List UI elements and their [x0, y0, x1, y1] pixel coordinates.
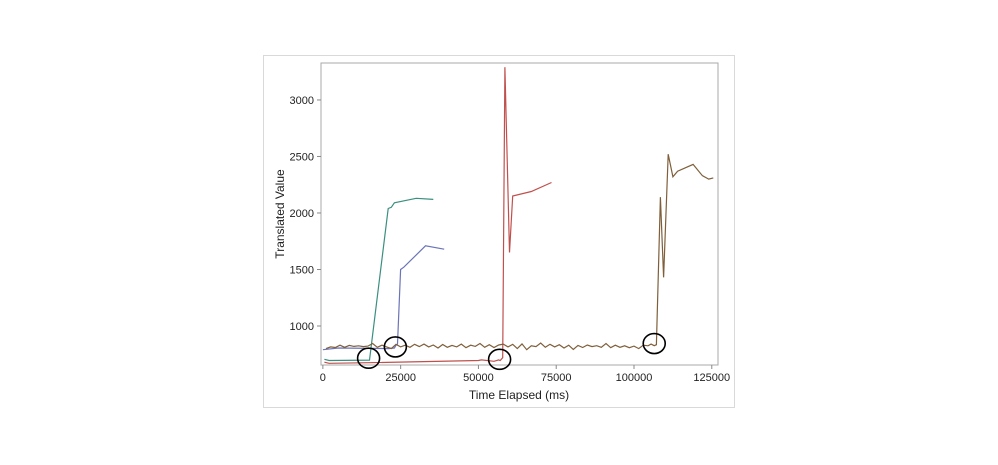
series-line-3	[324, 67, 552, 364]
chart-frame	[263, 55, 735, 408]
x-tick-label: 125000	[693, 372, 730, 384]
series-line-1	[324, 197, 434, 362]
annotation-circle-1	[356, 347, 381, 370]
x-tick-label: 25000	[385, 372, 416, 384]
series-line-2	[322, 245, 445, 351]
annotation-circle-3	[487, 348, 512, 371]
y-tick-label: 2500	[290, 151, 314, 163]
y-tick-label: 3000	[290, 95, 314, 107]
x-tick-label: 50000	[463, 372, 494, 384]
series-line-4	[325, 154, 714, 351]
y-tick-label: 2000	[290, 208, 314, 220]
annotation-circle-4	[642, 332, 667, 355]
x-axis-label: Time Elapsed (ms)	[469, 388, 569, 402]
x-tick-label: 75000	[541, 372, 572, 384]
x-tick-label: 0	[320, 372, 326, 384]
x-tick-label: 100000	[616, 372, 653, 384]
annotation-circle-2	[383, 336, 408, 358]
y-axis-label: Translated Value	[273, 169, 287, 259]
y-tick-label: 1500	[290, 264, 314, 276]
y-tick-label: 1000	[290, 321, 314, 333]
plot-area	[320, 62, 719, 366]
